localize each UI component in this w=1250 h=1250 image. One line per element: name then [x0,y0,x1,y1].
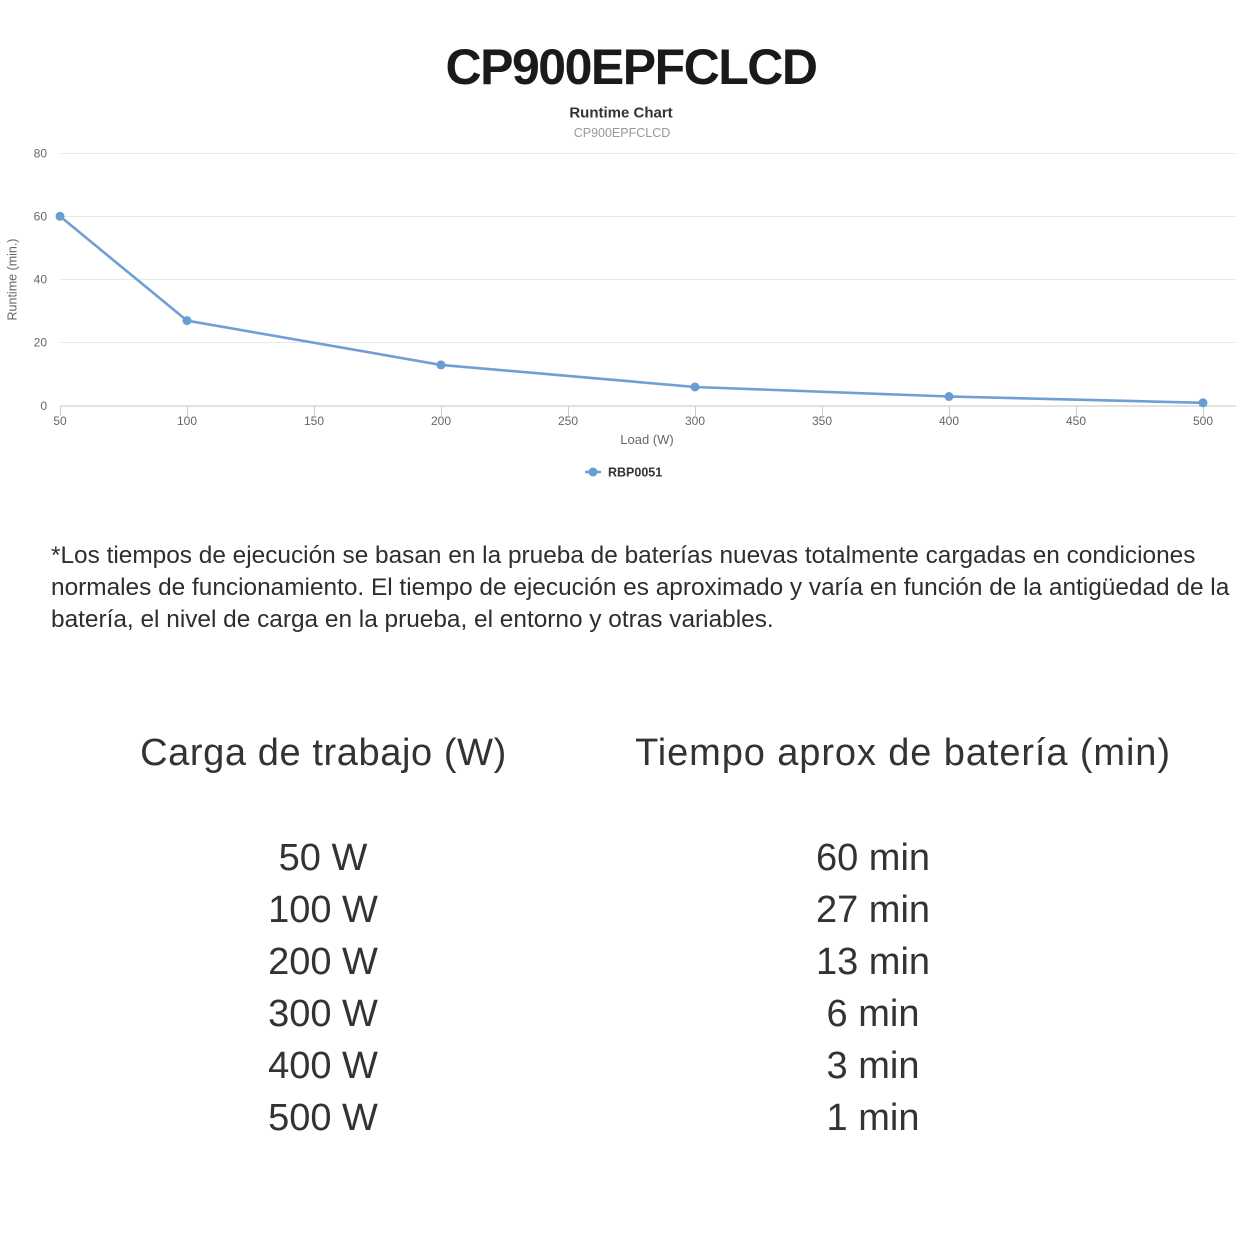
svg-text:500: 500 [1193,414,1213,428]
svg-text:250: 250 [558,414,578,428]
svg-text:150: 150 [304,414,324,428]
svg-text:60: 60 [34,210,48,224]
svg-text:CP900EPFCLCD: CP900EPFCLCD [574,126,671,140]
svg-text:80: 80 [34,147,48,161]
svg-text:50: 50 [53,414,67,428]
svg-text:400: 400 [939,414,959,428]
svg-text:Load (W): Load (W) [620,432,673,447]
svg-text:350: 350 [812,414,832,428]
svg-text:0: 0 [40,399,47,413]
svg-text:40: 40 [34,273,48,287]
svg-text:20: 20 [34,336,48,350]
svg-text:Runtime (min.): Runtime (min.) [6,239,20,321]
svg-text:Runtime Chart: Runtime Chart [569,105,672,122]
svg-text:300: 300 [685,414,705,428]
svg-text:450: 450 [1066,414,1086,428]
svg-text:RBP0051: RBP0051 [608,466,662,480]
svg-text:200: 200 [431,414,451,428]
svg-text:100: 100 [177,414,197,428]
